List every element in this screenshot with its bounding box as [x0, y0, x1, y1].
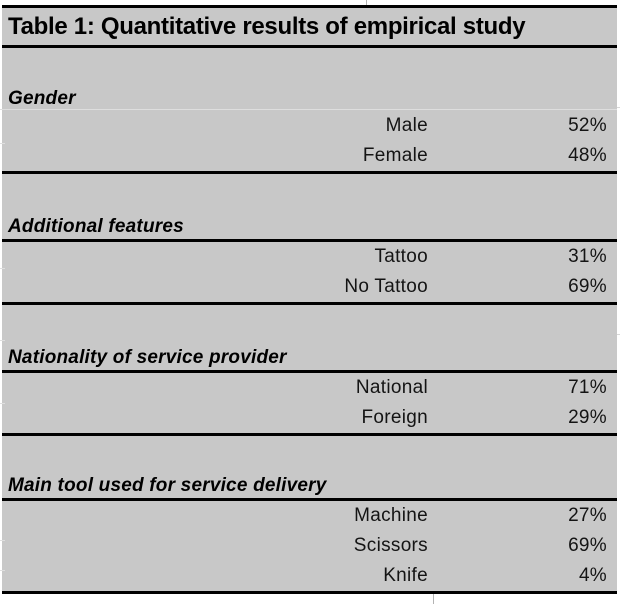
table-sections: Gender Male 52% Female 48% Additional feature… — [2, 85, 617, 594]
table-row: Female 48% — [2, 141, 617, 171]
row-value: 71% — [568, 377, 607, 398]
section-gender: Gender Male 52% Female 48% — [2, 85, 617, 174]
section-nationality-of-service-provider: Nationality of service provider National 7… — [2, 344, 617, 436]
row-label: Male — [385, 115, 428, 136]
results-table: Table 1: Quantitative results of empiric… — [2, 5, 617, 594]
row-value: 31% — [568, 246, 607, 267]
row-label: Scissors — [353, 535, 428, 556]
table-row: National 71% — [2, 373, 617, 403]
table-row: Scissors 69% — [2, 531, 617, 561]
row-value: 69% — [568, 535, 607, 556]
row-label: No Tattoo — [344, 276, 428, 297]
section-header: Nationality of service provider — [2, 344, 617, 373]
section-additional-features: Additional features Tattoo 31% No Tattoo 69% — [2, 213, 617, 305]
row-value: 29% — [568, 407, 607, 428]
table-row: Machine 27% — [2, 501, 617, 531]
gridline-tick-bottom — [433, 594, 434, 604]
row-value: 52% — [568, 115, 607, 136]
row-label: Knife — [383, 565, 428, 586]
row-value: 27% — [568, 505, 607, 526]
row-label: Machine — [354, 505, 428, 526]
row-label: Female — [362, 145, 428, 166]
row-label: Tattoo — [374, 246, 428, 267]
table-row: Knife 4% — [2, 561, 617, 591]
row-value: 69% — [568, 276, 607, 297]
table-title: Table 1: Quantitative results of empiric… — [2, 8, 617, 48]
table-row: Foreign 29% — [2, 403, 617, 433]
section-main-tool-used-for-service-delivery: Main tool used for service delivery Machi… — [2, 472, 617, 594]
row-value: 48% — [568, 145, 607, 166]
table-row: Tattoo 31% — [2, 242, 617, 272]
row-value: 4% — [578, 565, 607, 586]
row-label: Foreign — [361, 407, 428, 428]
table-row: No Tattoo 69% — [2, 272, 617, 302]
table-row: Male 52% — [2, 111, 617, 141]
section-header: Additional features — [2, 213, 617, 242]
row-label: National — [355, 377, 428, 398]
section-header: Gender — [8, 88, 76, 109]
section-header: Main tool used for service delivery — [2, 472, 617, 501]
